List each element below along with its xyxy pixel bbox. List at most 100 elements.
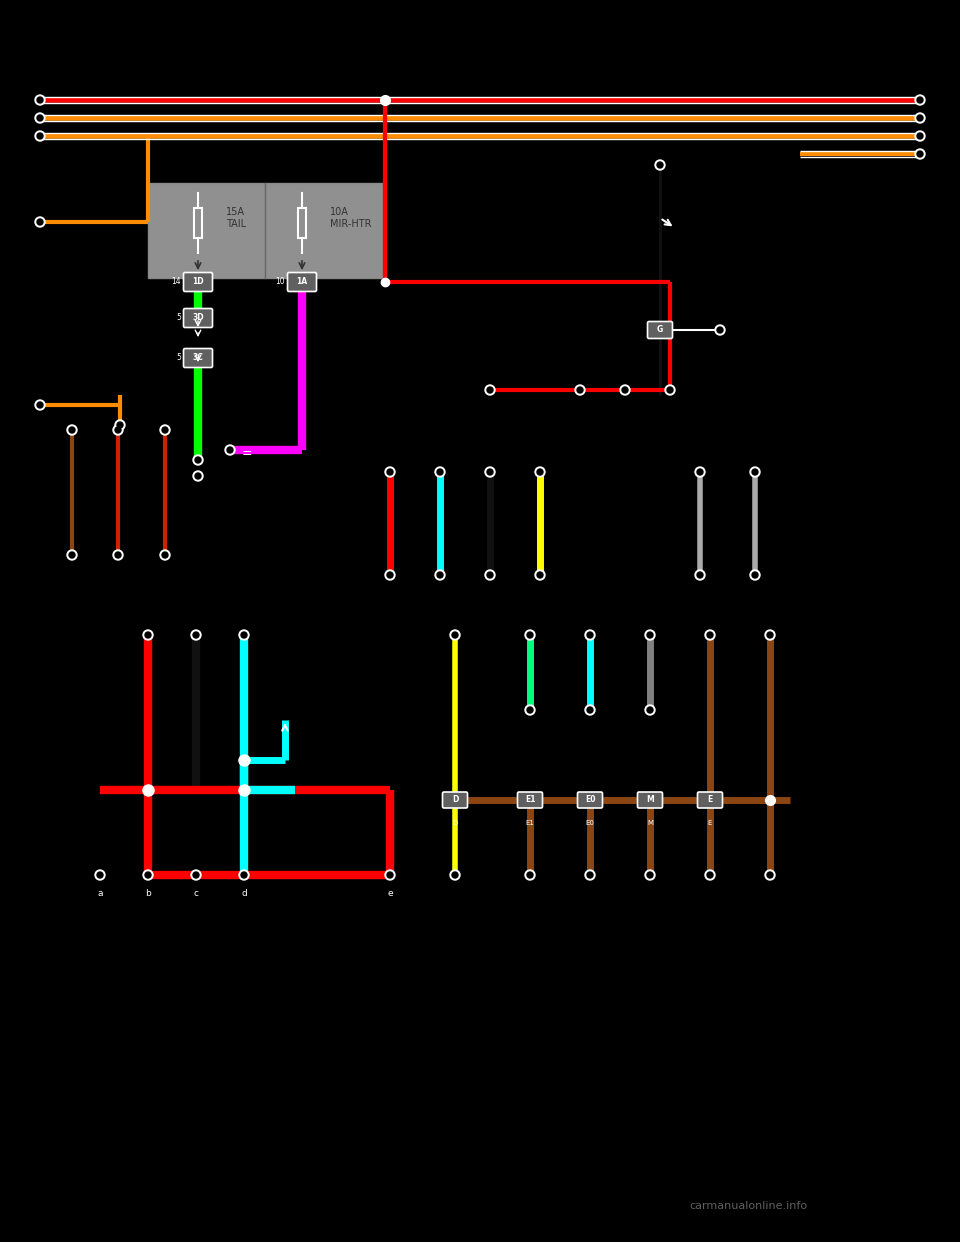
Circle shape bbox=[915, 130, 925, 142]
Text: 1D: 1D bbox=[192, 277, 204, 287]
FancyBboxPatch shape bbox=[517, 792, 542, 809]
Bar bbox=[194, 207, 202, 238]
Circle shape bbox=[387, 469, 393, 474]
Circle shape bbox=[535, 467, 545, 477]
Circle shape bbox=[587, 707, 593, 713]
Circle shape bbox=[645, 705, 655, 715]
Circle shape bbox=[657, 161, 663, 168]
Circle shape bbox=[35, 130, 45, 142]
Circle shape bbox=[35, 217, 45, 227]
Circle shape bbox=[575, 385, 585, 395]
Text: E: E bbox=[708, 820, 712, 826]
Circle shape bbox=[115, 551, 121, 558]
Circle shape bbox=[193, 455, 203, 465]
Text: E1: E1 bbox=[525, 795, 536, 805]
Circle shape bbox=[145, 872, 151, 878]
Circle shape bbox=[113, 425, 123, 435]
Circle shape bbox=[750, 467, 760, 477]
Circle shape bbox=[697, 469, 703, 474]
Circle shape bbox=[752, 469, 758, 474]
Circle shape bbox=[620, 385, 630, 395]
Circle shape bbox=[697, 573, 703, 578]
Circle shape bbox=[162, 551, 168, 558]
Circle shape bbox=[437, 573, 443, 578]
Circle shape bbox=[193, 471, 203, 481]
Circle shape bbox=[385, 467, 395, 477]
Circle shape bbox=[387, 872, 393, 878]
Circle shape bbox=[239, 869, 249, 881]
Circle shape bbox=[715, 325, 725, 335]
Circle shape bbox=[622, 388, 628, 392]
Circle shape bbox=[655, 160, 665, 170]
FancyBboxPatch shape bbox=[647, 322, 673, 339]
Circle shape bbox=[37, 97, 43, 103]
Circle shape bbox=[585, 705, 595, 715]
FancyBboxPatch shape bbox=[637, 792, 662, 809]
Circle shape bbox=[37, 133, 43, 139]
Circle shape bbox=[387, 573, 393, 578]
Circle shape bbox=[160, 550, 170, 560]
Circle shape bbox=[37, 402, 43, 409]
Text: E0: E0 bbox=[585, 795, 595, 805]
Circle shape bbox=[717, 327, 723, 333]
Circle shape bbox=[525, 630, 535, 640]
Circle shape bbox=[452, 872, 458, 878]
Circle shape bbox=[385, 869, 395, 881]
Circle shape bbox=[485, 467, 495, 477]
Circle shape bbox=[160, 425, 170, 435]
Circle shape bbox=[69, 427, 75, 433]
Text: carmanualonline.info: carmanualonline.info bbox=[689, 1201, 808, 1211]
Circle shape bbox=[35, 400, 45, 410]
Circle shape bbox=[915, 149, 925, 159]
Circle shape bbox=[765, 630, 775, 640]
Circle shape bbox=[577, 388, 583, 392]
Circle shape bbox=[765, 869, 775, 881]
Circle shape bbox=[667, 388, 673, 392]
Circle shape bbox=[37, 116, 43, 120]
Bar bbox=[298, 207, 306, 238]
Text: e: e bbox=[387, 889, 393, 898]
Text: d: d bbox=[241, 889, 247, 898]
Circle shape bbox=[525, 705, 535, 715]
FancyBboxPatch shape bbox=[443, 792, 468, 809]
Circle shape bbox=[915, 94, 925, 106]
Circle shape bbox=[752, 573, 758, 578]
FancyBboxPatch shape bbox=[183, 308, 212, 328]
Text: G: G bbox=[657, 325, 663, 334]
Circle shape bbox=[695, 467, 705, 477]
FancyBboxPatch shape bbox=[698, 792, 723, 809]
Text: 3D: 3D bbox=[192, 313, 204, 323]
Circle shape bbox=[647, 632, 653, 638]
Circle shape bbox=[450, 630, 460, 640]
FancyBboxPatch shape bbox=[578, 792, 603, 809]
Text: 10A
MIR-HTR: 10A MIR-HTR bbox=[330, 207, 372, 229]
Text: =: = bbox=[242, 447, 252, 461]
Circle shape bbox=[917, 97, 923, 103]
Text: E1: E1 bbox=[525, 820, 535, 826]
Text: E: E bbox=[708, 795, 712, 805]
Circle shape bbox=[707, 872, 713, 878]
Circle shape bbox=[917, 116, 923, 120]
Circle shape bbox=[915, 113, 925, 123]
Circle shape bbox=[705, 630, 715, 640]
Circle shape bbox=[647, 872, 653, 878]
Circle shape bbox=[143, 630, 153, 640]
Circle shape bbox=[585, 869, 595, 881]
Circle shape bbox=[191, 869, 201, 881]
Circle shape bbox=[527, 707, 533, 713]
Circle shape bbox=[225, 445, 235, 455]
Text: 5: 5 bbox=[176, 313, 181, 323]
Text: 14: 14 bbox=[172, 277, 181, 287]
Circle shape bbox=[450, 869, 460, 881]
Circle shape bbox=[452, 632, 458, 638]
Circle shape bbox=[537, 469, 543, 474]
Circle shape bbox=[707, 632, 713, 638]
Text: 15A
TAIL: 15A TAIL bbox=[226, 207, 246, 229]
Circle shape bbox=[485, 570, 495, 580]
Circle shape bbox=[435, 467, 445, 477]
Circle shape bbox=[115, 427, 121, 433]
Circle shape bbox=[95, 869, 105, 881]
Circle shape bbox=[537, 573, 543, 578]
Text: M: M bbox=[647, 820, 653, 826]
Circle shape bbox=[645, 869, 655, 881]
